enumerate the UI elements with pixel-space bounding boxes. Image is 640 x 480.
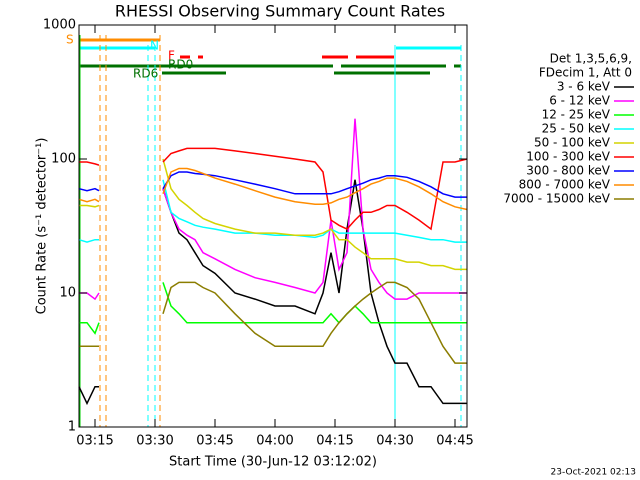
x-axis-label: Start Time (30-Jun-12 03:12:02) — [169, 455, 377, 470]
x-tick-label: 03:30 — [136, 434, 173, 449]
y-tick-label: 100 — [51, 152, 76, 167]
legend-label: 25 - 50 keV — [542, 122, 611, 136]
flag-label: S — [66, 33, 74, 47]
series-line — [79, 147, 468, 231]
x-tick-label: 03:15 — [76, 434, 113, 449]
legend-label: 300 - 800 keV — [526, 164, 610, 178]
chart-title: RHESSI Observing Summary Count Rates — [115, 2, 445, 21]
x-tick-label: 03:45 — [196, 434, 233, 449]
series-line — [79, 281, 467, 364]
legend-label: 800 - 7000 keV — [519, 178, 611, 192]
detector-info: Det 1,3,5,6,9, — [550, 52, 632, 66]
flag-bars — [80, 38, 461, 75]
series-line — [79, 282, 467, 335]
legend-label: 3 - 6 keV — [557, 80, 611, 94]
x-tick-label: 04:00 — [256, 434, 293, 449]
legend-label: 50 - 100 keV — [534, 136, 611, 150]
legend-label: 6 - 12 keV — [549, 94, 611, 108]
series-line — [79, 158, 467, 271]
y-tick-label: 1 — [68, 420, 76, 435]
y-axis-label: Count Rate (s⁻¹ detector⁻¹) — [35, 138, 50, 315]
series-line — [78, 171, 467, 198]
flag-label: F — [168, 49, 175, 63]
flag-label: N — [150, 39, 159, 53]
flag-label: RD0 — [168, 58, 193, 72]
series-line — [78, 167, 468, 211]
y-tick-label: 10 — [59, 286, 76, 301]
series-line — [78, 179, 467, 243]
plot-frame — [78, 24, 468, 428]
x-tick-label: 04:45 — [436, 434, 473, 449]
x-tick-label: 04:15 — [316, 434, 353, 449]
legend-label: 7000 - 15000 keV — [503, 192, 610, 206]
legend-label: 100 - 300 keV — [526, 150, 610, 164]
flag-label: RD6 — [133, 67, 158, 81]
x-tick-label: 04:30 — [376, 434, 413, 449]
y-tick-label: 1000 — [43, 18, 76, 33]
timestamp: 23-Oct-2021 02:13 — [551, 468, 636, 478]
series-line — [78, 179, 467, 406]
decimation-info: FDecim 1, Att 0 — [539, 66, 632, 80]
legend-label: 12 - 25 keV — [542, 108, 611, 122]
flag-lines — [79, 35, 462, 427]
